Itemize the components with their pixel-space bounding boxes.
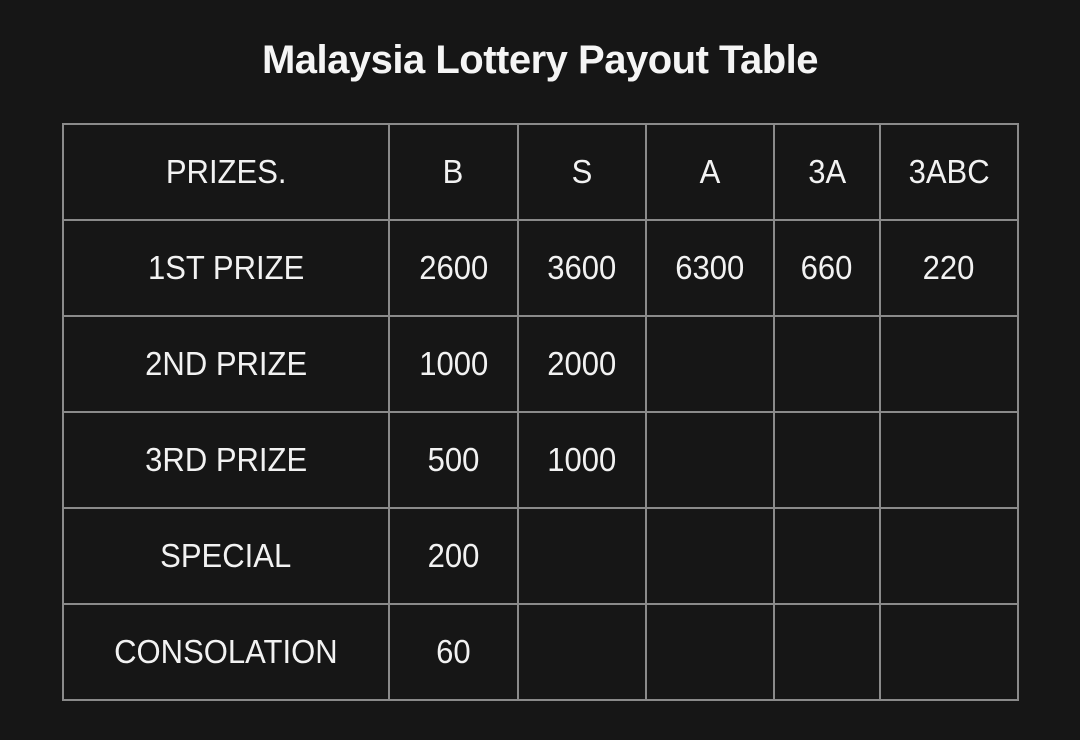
header-label: B <box>443 153 464 190</box>
header-cell-prizes: PRIZES. <box>62 123 390 221</box>
header-cell-3a: 3A <box>773 123 881 221</box>
value-cell <box>773 507 881 605</box>
payout-value: 2000 <box>547 345 617 382</box>
value-cell <box>879 315 1019 413</box>
payout-value: 6300 <box>675 249 745 286</box>
row-label: 1ST PRIZE <box>147 249 305 286</box>
header-row: PRIZES. B S A 3A 3ABC <box>62 123 1019 221</box>
value-cell <box>517 603 647 701</box>
value-cell <box>773 411 881 509</box>
header-label: S <box>571 153 593 190</box>
value-cell <box>879 411 1019 509</box>
header-label: PRIZES. <box>165 153 287 190</box>
payout-value: 220 <box>923 249 975 286</box>
value-cell <box>645 603 775 701</box>
header-label: 3A <box>808 153 846 190</box>
value-cell: 660 <box>773 219 881 317</box>
value-cell: 220 <box>879 219 1019 317</box>
payout-value: 3600 <box>547 249 617 286</box>
table-row-3rd-prize: 3RD PRIZE 500 1000 <box>62 411 1019 509</box>
row-label: SPECIAL <box>160 537 292 574</box>
header-cell-3abc: 3ABC <box>879 123 1019 221</box>
value-cell <box>645 507 775 605</box>
row-label-cell: 1ST PRIZE <box>62 219 390 317</box>
payout-value: 200 <box>427 537 480 574</box>
value-cell: 1000 <box>517 411 647 509</box>
value-cell <box>645 315 775 413</box>
value-cell <box>645 411 775 509</box>
value-cell: 500 <box>388 411 519 509</box>
value-cell: 1000 <box>388 315 519 413</box>
payout-table: PRIZES. B S A 3A 3ABC 1ST PRIZE 2600 360… <box>62 123 1019 701</box>
value-cell: 3600 <box>517 219 647 317</box>
payout-value: 660 <box>801 249 853 286</box>
value-cell: 6300 <box>645 219 775 317</box>
payout-value: 1000 <box>418 345 489 382</box>
row-label-cell: 2ND PRIZE <box>62 315 390 413</box>
row-label: 3RD PRIZE <box>144 441 308 478</box>
payout-value: 500 <box>427 441 480 478</box>
row-label-cell: CONSOLATION <box>62 603 390 701</box>
header-label: A <box>699 153 721 190</box>
value-cell <box>879 603 1019 701</box>
value-cell <box>517 507 647 605</box>
value-cell: 200 <box>388 507 519 605</box>
table-row-2nd-prize: 2ND PRIZE 1000 2000 <box>62 315 1019 413</box>
header-label: 3ABC <box>908 153 990 190</box>
value-cell: 2000 <box>517 315 647 413</box>
header-cell-a: A <box>645 123 775 221</box>
row-label: 2ND PRIZE <box>144 345 308 382</box>
payout-value: 60 <box>436 633 471 670</box>
table-row-consolation: CONSOLATION 60 <box>62 603 1019 701</box>
row-label-cell: 3RD PRIZE <box>62 411 390 509</box>
value-cell: 2600 <box>388 219 519 317</box>
row-label: CONSOLATION <box>114 633 338 670</box>
row-label-cell: SPECIAL <box>62 507 390 605</box>
payout-value: 2600 <box>418 249 489 286</box>
page-title: Malaysia Lottery Payout Table <box>261 38 819 82</box>
value-cell <box>879 507 1019 605</box>
table-row-special: SPECIAL 200 <box>62 507 1019 605</box>
value-cell <box>773 315 881 413</box>
payout-value: 1000 <box>547 441 617 478</box>
header-cell-s: S <box>517 123 647 221</box>
table-row-1st-prize: 1ST PRIZE 2600 3600 6300 660 220 <box>62 219 1019 317</box>
value-cell: 60 <box>388 603 519 701</box>
header-cell-b: B <box>388 123 519 221</box>
value-cell <box>773 603 881 701</box>
